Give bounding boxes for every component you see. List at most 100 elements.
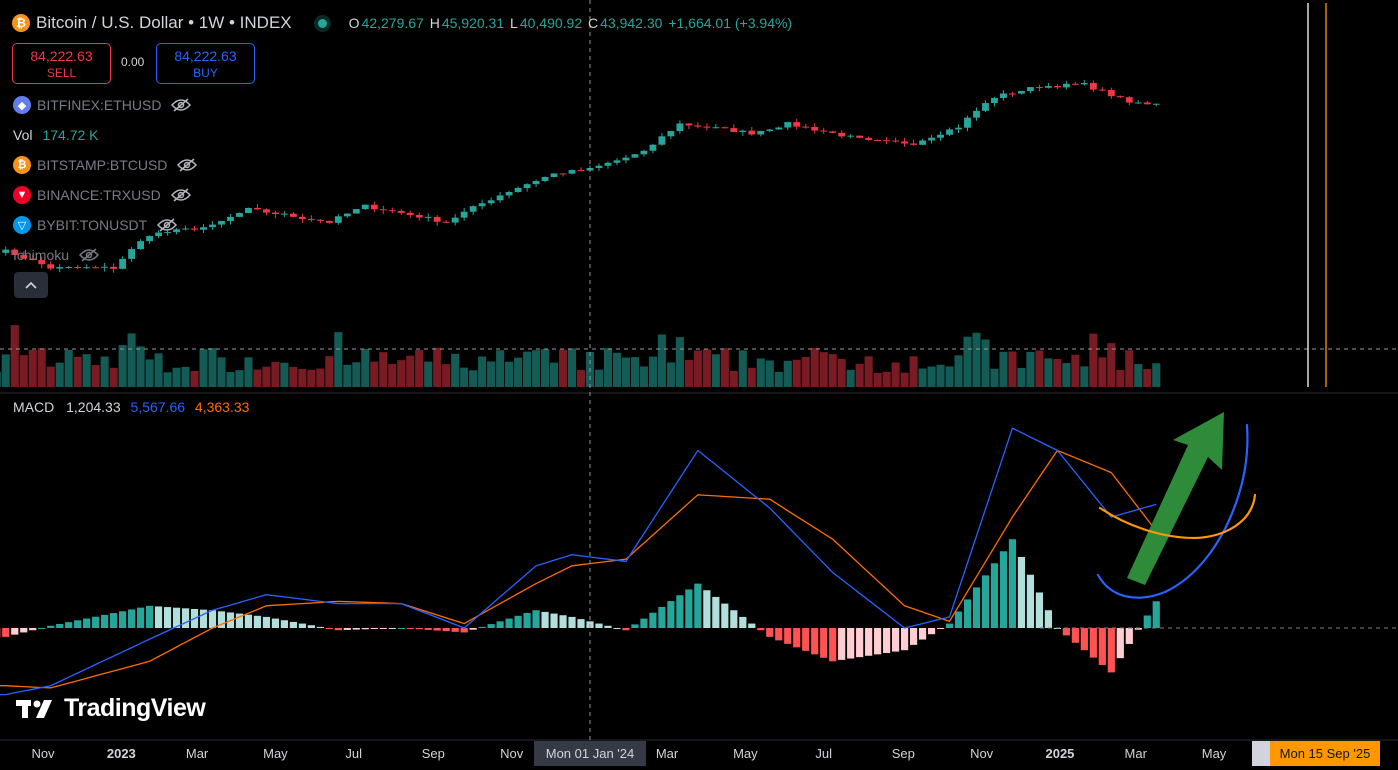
macd-histogram-bar: [829, 628, 837, 662]
candle-body: [406, 212, 414, 215]
macd-histogram-bar: [289, 621, 297, 628]
macd-histogram-bar: [685, 589, 693, 628]
buy-button[interactable]: 84,222.63 BUY: [156, 43, 255, 84]
sell-button[interactable]: 84,222.63 SELL: [12, 43, 111, 84]
macd-histogram-bar: [1044, 610, 1052, 628]
candle-body: [811, 126, 819, 131]
candle-body: [757, 130, 765, 135]
candle-body: [784, 122, 792, 128]
candle-body: [1018, 90, 1025, 94]
volume-bar: [46, 366, 55, 387]
candle-body: [631, 154, 639, 158]
macd-histogram-bar: [307, 625, 315, 628]
volume-bar: [505, 361, 514, 387]
volume-bar: [0, 371, 1, 387]
bitcoin-logo-icon: ₿: [12, 14, 30, 32]
macd-legend[interactable]: MACD 1,204.33 5,567.66 4,363.33: [13, 399, 249, 415]
eye-crossed-icon[interactable]: [170, 188, 191, 202]
candle-body: [1107, 89, 1115, 97]
candle-body: [514, 187, 522, 192]
macd-histogram-bar: [1071, 628, 1079, 643]
tradingview-logo[interactable]: TradingView: [16, 694, 206, 723]
volume-bar: [262, 366, 271, 387]
eye-crossed-icon[interactable]: [171, 98, 192, 112]
candle-body: [901, 141, 909, 144]
volume-bar: [963, 336, 972, 387]
candle-body: [173, 229, 180, 233]
candle-body: [397, 210, 405, 213]
legend-symbol-label: BITSTAMP:BTCUSD: [37, 157, 168, 173]
candle-body: [388, 210, 396, 212]
volume-bar: [837, 358, 846, 387]
volume-bar: [208, 348, 217, 387]
candle-body: [209, 224, 216, 228]
macd-histogram-bar: [1143, 615, 1151, 628]
volume-bar: [442, 364, 451, 387]
candle-body: [1044, 86, 1052, 88]
ohlc-values: O 42,279.67 H 45,920.31 L 40,490.92 C 43,942…: [348, 15, 793, 31]
volume-bar: [720, 348, 729, 387]
symbol-title[interactable]: Bitcoin / U.S. Dollar • 1W • INDEX: [36, 13, 292, 32]
candle-body: [352, 209, 360, 214]
candle-body: [766, 129, 774, 131]
candle-body: [298, 216, 306, 219]
macd-histogram-bar: [757, 628, 765, 631]
collapse-legend-button[interactable]: [14, 272, 48, 298]
candle-body: [676, 123, 684, 132]
macd-histogram-bar: [622, 628, 630, 631]
legend-symbol-bitstamp-btcusd[interactable]: ₿ BITSTAMP:BTCUSD: [13, 155, 198, 175]
eye-crossed-icon[interactable]: [157, 218, 178, 232]
candle-body: [658, 136, 666, 145]
volume-bar: [693, 350, 702, 387]
macd-histogram-bar: [2, 628, 10, 637]
macd-histogram-bar: [658, 606, 666, 628]
macd-histogram-bar: [280, 620, 288, 628]
volume-bar: [639, 366, 648, 387]
macd-histogram-bar: [1134, 628, 1142, 630]
macd-histogram-bar: [208, 610, 217, 628]
candle-body: [604, 162, 612, 166]
volume-bar: [990, 368, 999, 387]
legend-symbol-bitfinex-ethusd[interactable]: ◆ BITFINEX:ETHUSD: [13, 95, 192, 115]
legend-symbol-label: BITFINEX:ETHUSD: [37, 97, 162, 113]
candle-body: [469, 206, 477, 212]
time-axis[interactable]: Nov 2023 Mar May Jul Sep Nov Mar May Jul Sep Nov 202…: [31, 741, 1380, 766]
candle-body: [101, 266, 109, 268]
macd-histogram-bar: [739, 616, 747, 628]
volume-legend[interactable]: Vol 174.72 K: [13, 125, 99, 145]
volume-bar: [666, 362, 675, 387]
candle-body: [973, 110, 980, 118]
candle-body: [29, 258, 37, 261]
volume-bar: [801, 357, 810, 387]
volume-bar: [541, 349, 550, 387]
macd-histogram-bar: [838, 628, 846, 660]
macd-histogram-bar: [613, 628, 621, 629]
macd-histogram-bar: [1116, 628, 1124, 659]
macd-histogram-bar: [352, 628, 360, 630]
symbol-header[interactable]: ₿ Bitcoin / U.S. Dollar • 1W • INDEX O 42…: [12, 11, 794, 35]
brand-name: TradingView: [64, 694, 206, 722]
legend-symbol-binance-trxusd[interactable]: ▼ BINANCE:TRXUSD: [13, 185, 191, 205]
candle-body: [460, 211, 468, 218]
eye-crossed-icon[interactable]: [177, 158, 198, 172]
ichimoku-legend[interactable]: Ichimoku: [13, 245, 100, 265]
macd-histogram-bar: [253, 615, 262, 628]
macd-histogram-bar: [298, 623, 306, 628]
volume-bar: [19, 355, 28, 387]
volume-bar: [388, 363, 397, 387]
eye-crossed-icon[interactable]: [79, 248, 100, 262]
legend-symbol-bybit-tonusdt[interactable]: ▽ BYBIT:TONUSDT: [13, 215, 178, 235]
candle-body: [1035, 87, 1043, 89]
volume-bar: [127, 333, 136, 387]
candle-body: [2, 249, 10, 253]
volume-bar: [972, 332, 981, 387]
market-status-icon[interactable]: [317, 18, 327, 28]
macd-histogram-bar: [325, 628, 333, 629]
crosshair-date-tag: [534, 741, 646, 766]
volume-bar: [711, 354, 720, 387]
volume-bar: [253, 369, 262, 387]
volume-bar: [864, 356, 873, 387]
user-drawings[interactable]: [1096, 412, 1257, 599]
candle-body: [164, 232, 171, 234]
